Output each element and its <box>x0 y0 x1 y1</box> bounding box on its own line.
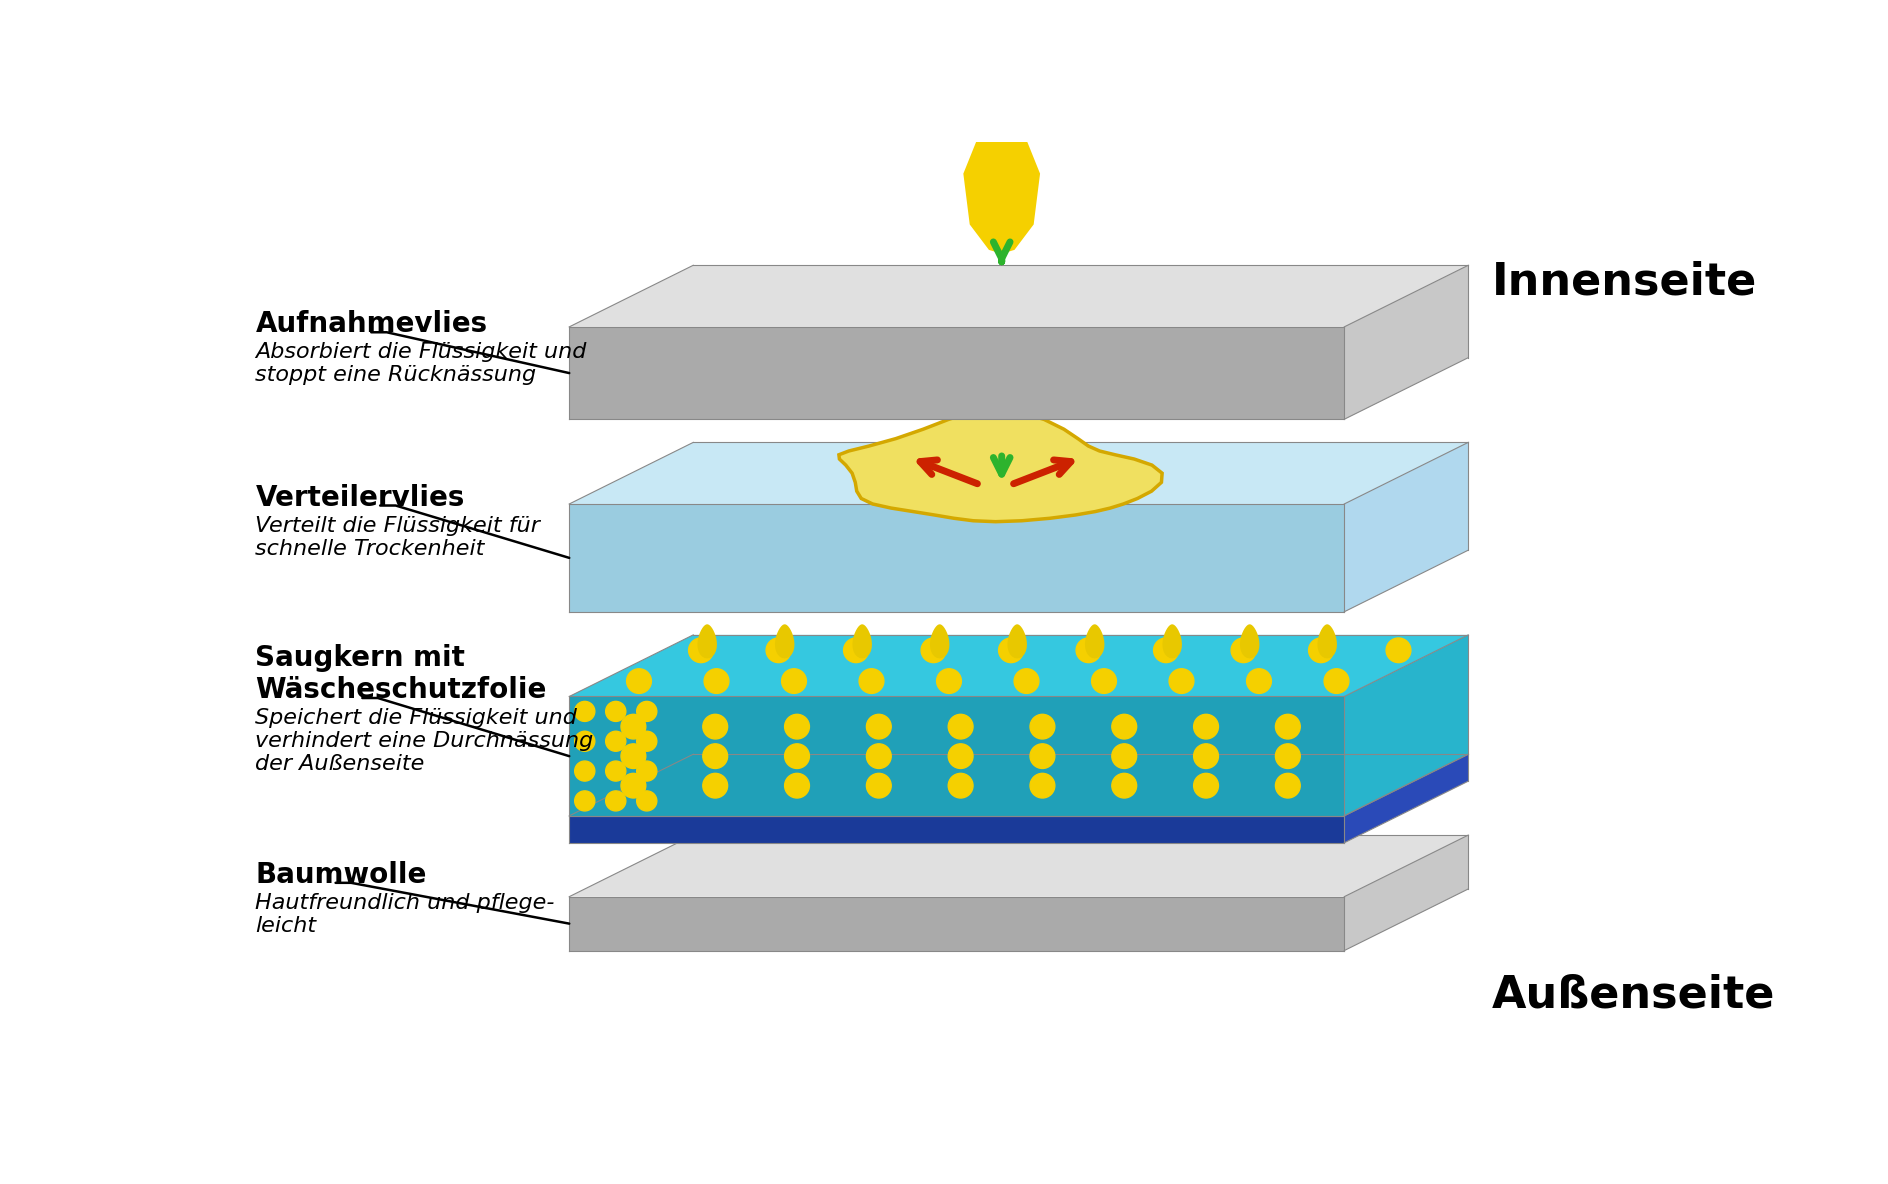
Circle shape <box>785 773 810 798</box>
Polygon shape <box>570 816 1344 843</box>
Circle shape <box>948 773 972 798</box>
Circle shape <box>782 669 806 694</box>
Text: Innenseite: Innenseite <box>1492 260 1756 304</box>
Circle shape <box>606 701 625 721</box>
Polygon shape <box>1086 624 1104 658</box>
Polygon shape <box>1344 265 1469 419</box>
Polygon shape <box>931 624 950 658</box>
Circle shape <box>574 791 595 811</box>
Circle shape <box>844 638 868 663</box>
Polygon shape <box>1344 835 1469 951</box>
Polygon shape <box>570 635 1469 696</box>
Circle shape <box>948 714 972 739</box>
Circle shape <box>702 773 727 798</box>
Circle shape <box>1112 714 1137 739</box>
Circle shape <box>574 761 595 781</box>
Circle shape <box>606 761 625 781</box>
Polygon shape <box>570 327 1344 419</box>
Polygon shape <box>1318 624 1337 658</box>
Circle shape <box>621 744 646 768</box>
Circle shape <box>1193 744 1218 768</box>
Polygon shape <box>1344 754 1469 843</box>
Circle shape <box>1112 744 1137 768</box>
Polygon shape <box>570 265 1469 327</box>
Circle shape <box>1112 773 1137 798</box>
Circle shape <box>948 744 972 768</box>
Circle shape <box>1308 638 1333 663</box>
Circle shape <box>574 732 595 751</box>
Circle shape <box>1076 638 1101 663</box>
Circle shape <box>867 714 891 739</box>
Circle shape <box>704 669 729 694</box>
Circle shape <box>1276 773 1301 798</box>
Polygon shape <box>838 410 1163 522</box>
Polygon shape <box>1008 624 1027 658</box>
Circle shape <box>859 669 884 694</box>
Text: Absorbiert die Flüssigkeit und
stoppt eine Rücknässung: Absorbiert die Flüssigkeit und stoppt ei… <box>255 342 587 386</box>
Circle shape <box>1246 669 1271 694</box>
Circle shape <box>999 638 1023 663</box>
Circle shape <box>606 791 625 811</box>
Text: Außenseite: Außenseite <box>1492 973 1775 1017</box>
Circle shape <box>1031 773 1055 798</box>
Circle shape <box>1193 773 1218 798</box>
Circle shape <box>636 732 657 751</box>
Circle shape <box>867 773 891 798</box>
Circle shape <box>606 732 625 751</box>
Circle shape <box>921 638 946 663</box>
Polygon shape <box>1240 624 1259 658</box>
Circle shape <box>621 773 646 798</box>
Polygon shape <box>570 754 1469 816</box>
Circle shape <box>636 701 657 721</box>
Circle shape <box>1031 714 1055 739</box>
Polygon shape <box>774 624 795 658</box>
Circle shape <box>1231 638 1256 663</box>
Polygon shape <box>570 835 1469 896</box>
Text: Aufnahmevlies: Aufnahmevlies <box>255 310 487 339</box>
Text: Saugkern mit
Wäscheschutzfolie: Saugkern mit Wäscheschutzfolie <box>255 644 548 704</box>
Text: Baumwolle: Baumwolle <box>255 861 427 889</box>
Polygon shape <box>963 81 1040 253</box>
Circle shape <box>621 714 646 739</box>
Circle shape <box>574 701 595 721</box>
Circle shape <box>1014 669 1038 694</box>
Circle shape <box>785 714 810 739</box>
Polygon shape <box>570 696 1344 816</box>
Circle shape <box>936 669 961 694</box>
Polygon shape <box>570 504 1344 612</box>
Text: Hautfreundlich und pflege-
leicht: Hautfreundlich und pflege- leicht <box>255 893 555 937</box>
Circle shape <box>785 744 810 768</box>
Circle shape <box>702 744 727 768</box>
Circle shape <box>1193 714 1218 739</box>
Circle shape <box>1169 669 1193 694</box>
Text: Verteilervlies: Verteilervlies <box>255 484 464 511</box>
Polygon shape <box>1344 635 1469 816</box>
Circle shape <box>1276 744 1301 768</box>
Circle shape <box>636 791 657 811</box>
Polygon shape <box>570 443 1469 504</box>
Circle shape <box>702 714 727 739</box>
Circle shape <box>767 638 791 663</box>
Circle shape <box>627 669 651 694</box>
Text: Verteilt die Flüssigkeit für
schnelle Trockenheit: Verteilt die Flüssigkeit für schnelle Tr… <box>255 515 540 559</box>
Circle shape <box>1091 669 1116 694</box>
Circle shape <box>689 638 714 663</box>
Polygon shape <box>1344 443 1469 612</box>
Polygon shape <box>853 624 872 658</box>
Circle shape <box>1154 638 1178 663</box>
Circle shape <box>1386 638 1410 663</box>
Polygon shape <box>570 896 1344 951</box>
Text: Speichert die Flüssigkeit und
verhindert eine Durchnässung
der Außenseite: Speichert die Flüssigkeit und verhindert… <box>255 708 593 774</box>
Circle shape <box>1031 744 1055 768</box>
Circle shape <box>867 744 891 768</box>
Circle shape <box>1323 669 1348 694</box>
Polygon shape <box>1163 624 1182 658</box>
Polygon shape <box>697 624 717 658</box>
Circle shape <box>636 761 657 781</box>
Circle shape <box>1276 714 1301 739</box>
